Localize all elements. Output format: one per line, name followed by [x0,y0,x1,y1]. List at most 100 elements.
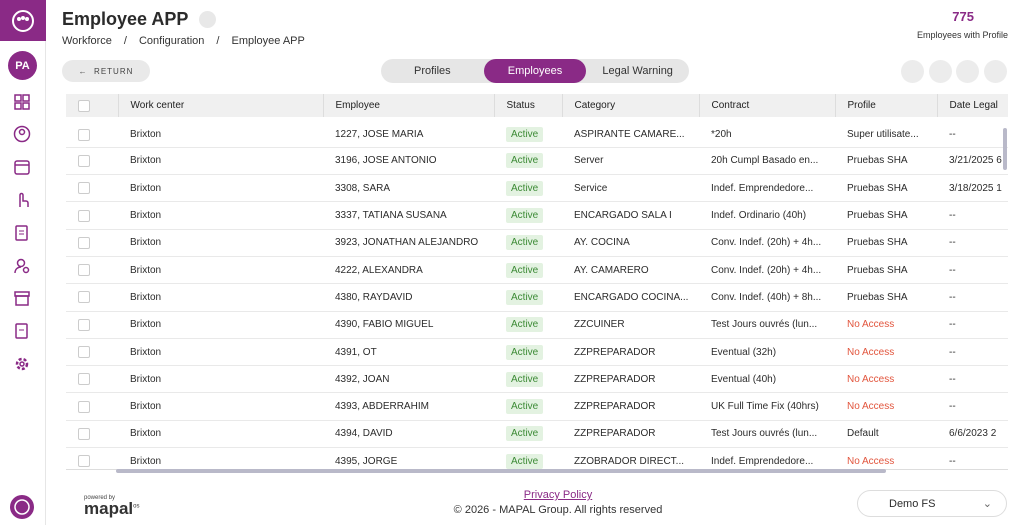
cell-text: 4393, ABDERRAHIM [335,401,429,413]
nav-icon[interactable] [13,224,31,242]
checkbox[interactable] [78,264,90,277]
cell: -- [937,229,1008,257]
checkbox[interactable] [78,455,90,468]
checkbox[interactable] [78,318,90,331]
select-all[interactable] [66,94,119,120]
checkbox[interactable] [78,373,90,386]
cell: No Access [835,447,937,469]
cell: Active [494,174,562,203]
cell-text: Brixton [130,155,162,167]
nav-icon[interactable] [13,322,31,340]
cell: Active [494,229,562,257]
column-header: Status [494,94,563,120]
cell: Test Jours ouvrés (lun... [699,311,835,339]
breadcrumb-item: Employee APP [231,35,305,47]
tabs: Profiles Employees Legal Warning [381,59,689,83]
filter-button[interactable] [929,60,952,83]
cell-text: Pruebas SHA [847,237,908,249]
cell: Active [494,283,562,312]
checkbox[interactable] [78,236,90,249]
separator: / [216,35,220,47]
cell: UK Full Time Fix (40hrs) [699,392,835,421]
cell: 4395, JORGE [323,447,494,469]
cell-text: Test Jours ouvrés (lun... [711,428,818,440]
tab[interactable]: Profiles [413,65,451,77]
status-badge: Active [506,317,544,333]
cell: 3/18/2025 1 [937,174,1008,203]
cell: -- [937,201,1008,230]
sidebar: PA [0,0,46,525]
cell-text: Brixton [130,264,162,276]
horizontal-scrollbar[interactable] [116,469,886,473]
nav-icon[interactable] [13,355,31,373]
checkbox[interactable] [78,346,90,359]
add-button[interactable] [901,60,924,83]
cell-text: 6/6/2023 2 [949,428,997,440]
download-button[interactable] [984,60,1007,83]
column-header: Contract [699,94,836,120]
footer-logo [10,495,34,519]
cell: Active [494,201,562,230]
checkbox[interactable] [78,209,90,222]
cell: 4393, ABDERRAHIM [323,392,494,421]
status-badge: Active [506,399,544,415]
expand-button[interactable] [199,11,216,28]
tab[interactable]: Legal Warning [602,65,673,77]
cell: Service [562,174,699,203]
header-row: Work center Employee Status Category Contrac… [66,94,1008,120]
app-logo[interactable] [0,0,46,41]
nav-icon[interactable] [13,289,31,307]
cell: Pruebas SHA [835,283,937,312]
nav-icon[interactable] [13,125,31,143]
row-select [66,283,118,312]
company-select[interactable]: Demo FS ⌄ [857,490,1007,517]
return-label: RETURN [94,66,134,76]
table-container: Work center Employee Status Category Contrac… [66,94,1008,470]
checkbox[interactable] [78,128,90,141]
nav-icon[interactable] [13,191,31,209]
nav-icon[interactable] [13,158,31,176]
return-button[interactable]: ← RETURN [62,60,150,82]
cell-text: No Access [847,373,895,385]
checkbox[interactable] [78,154,90,167]
cell-text: Eventual (32h) [711,346,777,358]
avatar[interactable]: PA [8,51,37,80]
cell: Pruebas SHA [835,147,937,176]
checkbox[interactable] [78,400,90,413]
cell-text: Brixton [130,182,162,194]
cell-text: Pruebas SHA [847,182,908,194]
nav-icon[interactable] [13,257,31,275]
checkbox[interactable] [78,182,90,195]
cell: -- [937,392,1008,421]
tab[interactable]: Employees [483,59,587,83]
cell: Test Jours ouvrés (lun... [699,420,835,449]
dropdown-arrow: ⌄ [982,498,992,510]
column-header: Employee [323,94,495,120]
table-row: Brixton 1227, JOSE MARIA Active ASPIRANTE C… [66,116,1008,148]
cell-text: Brixton [130,401,162,413]
separator: / [123,35,127,47]
cell: -- [937,283,1008,312]
cell: Brixton [118,311,323,339]
cell: 4390, FABIO MIGUEL [323,311,494,339]
cell: Active [494,147,562,176]
cell: Active [494,338,562,367]
cell: 3308, SARA [323,174,494,203]
cell: Active [494,311,562,339]
breadcrumb-item[interactable]: Configuration [138,35,205,47]
cell-text: Super utilisate... [847,129,919,141]
privacy-link[interactable]: Privacy Policy [523,489,593,501]
profile-button[interactable] [956,60,979,83]
checkbox[interactable] [78,291,90,304]
cell: 4380, RAYDAVID [323,283,494,312]
breadcrumb-item[interactable]: Workforce [62,35,112,47]
cell-text: ENCARGADO SALA I [574,210,672,222]
nav-icon[interactable] [13,93,31,111]
cell-text: 4390, FABIO MIGUEL [335,319,434,331]
cell: No Access [835,365,937,394]
checkbox[interactable] [78,427,90,440]
vertical-scrollbar[interactable] [1003,128,1007,170]
cell: No Access [835,392,937,421]
cell-text: No Access [847,455,895,467]
